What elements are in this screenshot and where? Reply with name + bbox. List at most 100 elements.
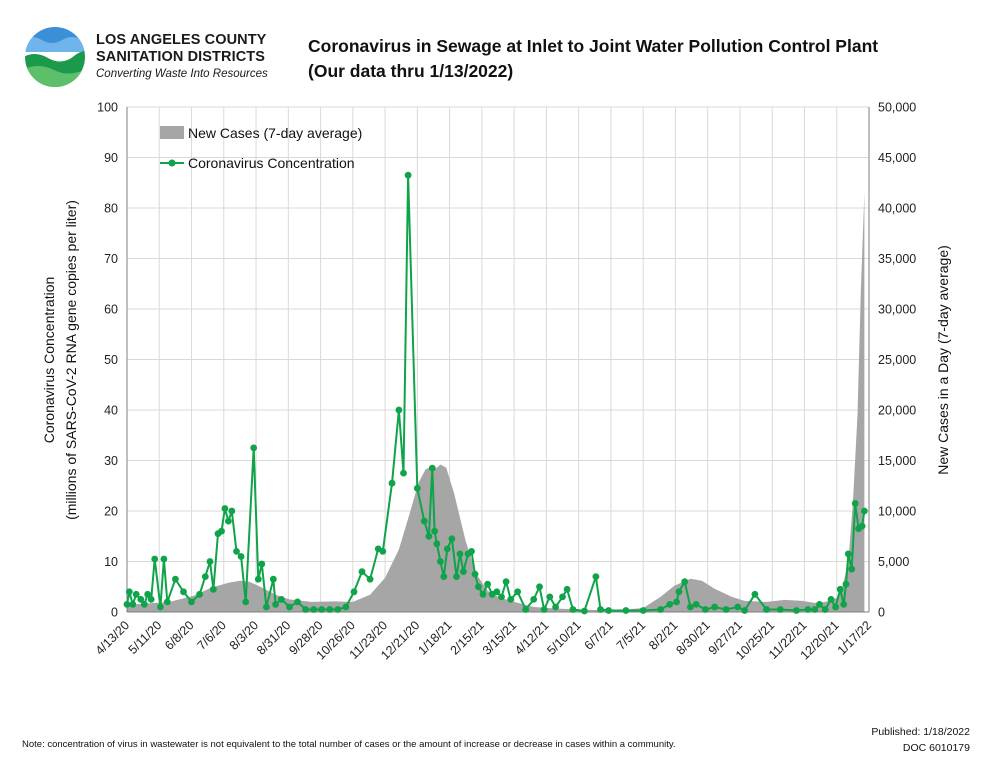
concentration-point: [157, 603, 164, 611]
concentration-point: [692, 601, 700, 608]
right-axis-tick-label: 20,000: [878, 404, 916, 418]
concentration-point: [605, 607, 612, 614]
concentration-point: [498, 593, 505, 601]
concentration-point: [144, 590, 152, 598]
x-axis-tick-labels: 4/13/205/11/206/8/207/6/208/3/208/31/209…: [93, 618, 874, 662]
left-axis-tick-label: 60: [104, 303, 118, 317]
right-axis-tick-label: 40,000: [878, 202, 916, 216]
concentration-point: [388, 479, 396, 487]
concentration-point: [722, 606, 730, 613]
footnote: Note: concentration of virus in wastewat…: [22, 739, 676, 750]
concentration-point: [842, 580, 850, 588]
concentration-point: [123, 601, 131, 608]
concentration-point: [657, 606, 664, 613]
concentration-point: [804, 606, 812, 613]
legend-swatch-new-cases: [160, 126, 184, 139]
concentration-point: [460, 568, 467, 575]
concentration-point: [302, 606, 309, 613]
concentration-point: [546, 593, 554, 601]
concentration-point: [228, 507, 236, 515]
legend: New Cases (7-day average) Coronavirus Co…: [160, 125, 362, 171]
concentration-point: [140, 601, 148, 608]
left-axis-tick-label: 40: [104, 404, 118, 418]
x-axis-tick-label: 7/5/21: [614, 618, 649, 653]
left-axis-tick-labels: 0 10 20 30 40 50 60 70 80 90 100: [97, 101, 118, 620]
x-axis-tick-label: 5/10/21: [544, 618, 583, 657]
chart-title-line-1: Coronavirus in Sewage at Inlet to Joint …: [308, 36, 879, 56]
concentration-point: [433, 540, 441, 548]
left-axis-tick-label: 10: [104, 555, 118, 569]
x-axis-tick-label: 2/15/21: [448, 618, 487, 657]
right-axis-tick-label: 10,000: [878, 505, 916, 519]
concentration-point: [425, 532, 433, 540]
concentration-point: [440, 573, 448, 580]
concentration-point: [342, 603, 350, 611]
right-axis-tick-label: 50,000: [878, 101, 916, 115]
concentration-point: [250, 444, 258, 452]
concentration-point: [431, 527, 438, 535]
published-date: Published: 1/18/2022: [871, 726, 970, 738]
org-tagline: Converting Waste Into Resources: [96, 68, 268, 80]
concentration-point: [569, 606, 577, 613]
concentration-point: [522, 606, 530, 613]
left-axis-tick-label: 90: [104, 151, 118, 165]
concentration-point: [559, 593, 566, 601]
concentration-point: [681, 578, 689, 586]
concentration-point: [734, 603, 742, 611]
left-axis-tick-label: 70: [104, 252, 118, 266]
right-axis-tick-label: 35,000: [878, 252, 916, 266]
x-axis-tick-label: 5/11/20: [126, 618, 165, 657]
concentration-point: [225, 517, 232, 525]
concentration-point: [163, 598, 171, 606]
concentration-point: [552, 603, 559, 611]
concentration-point: [125, 588, 133, 596]
concentration-point: [395, 406, 403, 414]
right-axis-title: New Cases in a Day (7-day average): [935, 245, 951, 475]
concentration-point: [666, 601, 674, 608]
water-wave-logo-icon: [25, 27, 85, 87]
concentration-point: [188, 598, 195, 606]
concentration-point: [210, 585, 217, 593]
concentration-point: [861, 507, 868, 515]
concentration-point: [237, 553, 245, 560]
right-axis-tick-labels: 0 5,000 10,000 15,000 20,000 25,000 30,000 35,0…: [878, 101, 916, 620]
concentration-point: [844, 550, 852, 558]
concentration-point: [137, 596, 145, 603]
concentration-point: [269, 575, 277, 583]
concentration-point: [687, 603, 694, 611]
org-name-line-1: LOS ANGELES COUNTY: [96, 32, 267, 48]
legend-label-new-cases: New Cases (7-day average): [188, 125, 362, 141]
concentration-point: [428, 464, 436, 472]
left-axis-tick-label: 80: [104, 202, 118, 216]
x-axis-tick-label: 4/12/21: [512, 618, 551, 657]
concentration-point: [242, 598, 250, 606]
concentration-point: [821, 606, 829, 613]
left-axis-tick-label: 20: [104, 505, 118, 519]
concentration-point: [763, 606, 770, 613]
concentration-point: [218, 527, 225, 535]
x-axis-tick-label: 4/13/20: [93, 618, 132, 657]
left-axis-tick-label: 100: [97, 101, 118, 115]
concentration-point: [456, 550, 464, 558]
concentration-point: [563, 585, 571, 593]
concentration-point: [816, 601, 823, 608]
concentration-point: [254, 575, 262, 583]
concentration-point: [443, 545, 451, 553]
right-axis-tick-label: 25,000: [878, 353, 916, 367]
concentration-point: [597, 606, 604, 613]
concentration-point: [479, 590, 487, 598]
x-axis-tick-label: 1/17/22: [835, 618, 874, 657]
concentration-point: [471, 570, 479, 578]
concentration-point: [848, 565, 856, 573]
concentration-point: [129, 601, 137, 608]
concentration-point: [180, 588, 187, 596]
concentration-point: [836, 585, 844, 593]
concentration-point: [294, 598, 301, 606]
concentration-point: [196, 590, 204, 598]
concentration-points: [123, 171, 868, 615]
right-axis-tick-label: 5,000: [878, 555, 909, 569]
concentration-point: [530, 596, 538, 603]
concentration-line: [126, 175, 866, 613]
concentration-point: [318, 606, 326, 613]
